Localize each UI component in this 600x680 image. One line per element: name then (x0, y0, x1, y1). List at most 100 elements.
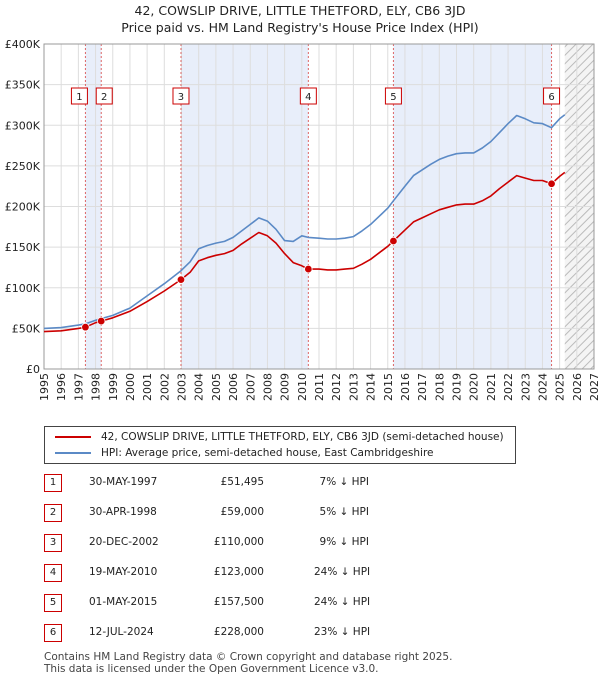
x-tick-label: 2004 (193, 373, 206, 401)
sale-hpi-diff: 24% ↓ HPI (314, 566, 371, 578)
x-tick-label: 2008 (261, 373, 274, 401)
sale-point (176, 275, 186, 284)
sale-label-box: 5 (384, 87, 402, 105)
price-chart: 1 2 3 4 5 6 £0 £50K £100K £150K £200K £250K £300K £35… (5, 38, 600, 401)
sale-price: £59,000 (220, 506, 264, 518)
sale-price: £157,500 (213, 596, 264, 608)
sale-date: 19-MAY-2010 (89, 566, 158, 578)
y-tick-label: £50K (12, 322, 41, 335)
sale-number-badge: 2 (44, 504, 62, 522)
sale-label-box: 1 (70, 87, 88, 105)
x-tick-label: 2012 (330, 373, 343, 401)
sale-label-frame (95, 87, 113, 105)
legend: 42, COWSLIP DRIVE, LITTLE THETFORD, ELY,… (44, 426, 516, 464)
x-tick-label: 2002 (158, 373, 171, 401)
x-tick-label: 2001 (141, 373, 154, 401)
x-tick-label: 1995 (38, 373, 51, 401)
sale-price: £228,000 (213, 626, 264, 638)
sale-label-box: 3 (172, 87, 190, 105)
legend-hpi-swatch (55, 452, 91, 454)
plot-border (43, 43, 595, 370)
sale-price: £51,495 (220, 476, 264, 488)
legend-hpi-label: HPI: Average price, semi-detached house,… (101, 447, 434, 459)
sale-hpi-diff: 5% ↓ HPI (319, 506, 369, 518)
sale-hpi-diff: 24% ↓ HPI (314, 596, 371, 608)
x-tick-label: 2020 (468, 373, 481, 401)
x-tick-label: 2000 (124, 373, 137, 401)
sale-date: 01-MAY-2015 (89, 596, 158, 608)
x-tick-label: 2023 (519, 373, 532, 401)
x-tick-label: 2021 (485, 373, 498, 401)
x-tick-label: 2009 (279, 373, 292, 401)
sale-label-number: 2 (101, 92, 107, 103)
y-tick-label: £0 (26, 363, 40, 376)
sale-point (304, 264, 313, 274)
x-tick-label: 2005 (210, 373, 223, 401)
y-tick-label: £250K (5, 160, 41, 173)
sale-label-frame (543, 87, 561, 105)
sale-hpi-diff: 23% ↓ HPI (314, 626, 371, 638)
x-tick-label: 2007 (244, 373, 257, 401)
table-row: 4 19-MAY-2010 £123,000 24% ↓ HPI (44, 560, 514, 584)
y-tick-label: £150K (5, 241, 41, 254)
x-tick-label: 1997 (72, 373, 85, 401)
x-tick-label: 1999 (107, 373, 120, 401)
x-tick-label: 2010 (296, 373, 309, 401)
legend-property-swatch (55, 436, 91, 438)
sale-number-badge: 5 (44, 594, 62, 612)
sale-date: 30-MAY-1997 (89, 476, 158, 488)
sale-date: 12-JUL-2024 (89, 626, 154, 638)
footer-licence: This data is licensed under the Open Gov… (44, 663, 379, 675)
y-tick-label: £350K (5, 79, 41, 92)
sale-date: 20-DEC-2002 (89, 536, 159, 548)
sale-hpi-diff: 9% ↓ HPI (319, 536, 369, 548)
y-tick-label: £200K (5, 201, 41, 214)
x-tick-label: 2024 (536, 373, 549, 401)
property-series-line (43, 171, 566, 333)
sale-number-badge: 4 (44, 564, 62, 582)
x-tick-label: 2025 (554, 373, 567, 401)
y-tick-label: £300K (5, 119, 41, 132)
sale-point (547, 179, 556, 188)
sale-price: £123,000 (213, 566, 264, 578)
sale-point (389, 236, 398, 246)
y-tick-label: £400K (5, 38, 41, 51)
footer: Contains HM Land Registry data © Crown c… (44, 651, 452, 675)
x-tick-label: 1998 (90, 373, 103, 401)
sale-label-box: 2 (95, 87, 113, 105)
legend-property-label: 42, COWSLIP DRIVE, LITTLE THETFORD, ELY,… (101, 431, 504, 443)
chart-title: 42, COWSLIP DRIVE, LITTLE THETFORD, ELY,… (0, 2, 600, 36)
sale-point (81, 322, 90, 332)
sale-number-badge: 1 (44, 474, 62, 492)
sale-number-badge: 3 (44, 534, 62, 552)
legend-item-property: 42, COWSLIP DRIVE, LITTLE THETFORD, ELY,… (55, 429, 504, 445)
sale-point (97, 316, 106, 326)
sale-label-frame (172, 87, 190, 105)
x-tick-label: 2015 (382, 373, 395, 401)
x-tick-label: 2013 (347, 373, 360, 401)
table-row: 5 01-MAY-2015 £157,500 24% ↓ HPI (44, 590, 514, 614)
x-tick-label: 2006 (227, 373, 240, 401)
chart-title-line2: Price paid vs. HM Land Registry's House … (121, 20, 479, 35)
sale-label-number: 5 (390, 92, 396, 103)
sale-label-frame (70, 87, 88, 105)
hpi-series-line (43, 114, 566, 330)
x-tick-label: 2014 (365, 373, 378, 401)
sale-label-frame (299, 87, 317, 105)
sale-label-box: 4 (299, 87, 317, 105)
sale-date: 30-APR-1998 (89, 506, 157, 518)
chart-title-line1: 42, COWSLIP DRIVE, LITTLE THETFORD, ELY,… (134, 3, 466, 18)
x-tick-label: 2027 (588, 373, 600, 401)
x-tick-label: 1996 (55, 373, 68, 401)
sale-number-badge: 6 (44, 624, 62, 642)
y-tick-label: £100K (5, 282, 41, 295)
table-row: 1 30-MAY-1997 £51,495 7% ↓ HPI (44, 470, 514, 494)
x-tick-label: 2019 (451, 373, 464, 401)
sale-hpi-diff: 7% ↓ HPI (319, 476, 369, 488)
sale-label-number: 1 (76, 92, 82, 103)
x-tick-label: 2011 (313, 373, 326, 401)
sale-label-number: 4 (305, 92, 311, 103)
sale-label-frame (384, 87, 402, 105)
table-row: 3 20-DEC-2002 £110,000 9% ↓ HPI (44, 530, 514, 554)
sale-label-number: 6 (548, 92, 554, 103)
